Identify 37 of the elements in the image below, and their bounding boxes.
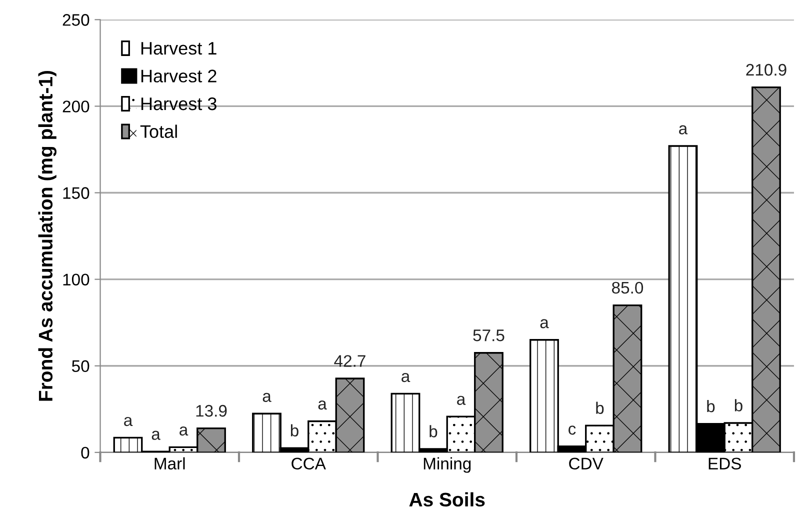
data-label: 57.5: [473, 330, 504, 342]
data-label: 210.9: [746, 64, 786, 76]
y-tick-label: 150: [63, 187, 90, 199]
data-label: b: [707, 400, 715, 412]
legend-label: Total: [140, 124, 177, 138]
data-label: a: [124, 416, 133, 426]
data-label: 42.7: [334, 355, 366, 367]
data-label: a: [262, 392, 272, 402]
y-tick-label: 250: [62, 14, 90, 26]
x-tick-label: CDV: [569, 458, 604, 470]
x-tick-label: Mining: [424, 457, 471, 473]
x-tick-label: Marl: [154, 457, 185, 470]
data-label: a: [540, 319, 549, 328]
data-label: a: [679, 125, 688, 134]
y-tick-label: 50: [72, 360, 90, 372]
data-label: 13.9: [196, 404, 227, 417]
y-tick-label: 0: [81, 446, 90, 459]
legend-label: Harvest 2: [141, 70, 216, 82]
data-label: b: [734, 399, 742, 412]
x-tick-label: CCA: [292, 458, 326, 470]
data-label: a: [457, 396, 466, 405]
y-tick-label: 200: [62, 100, 90, 112]
data-label: a: [152, 430, 160, 440]
data-label: a: [180, 426, 188, 436]
data-label: b: [596, 402, 604, 414]
data-label: b: [430, 425, 438, 438]
data-label: 85.0: [612, 282, 644, 294]
x-tick-label: EDS: [708, 458, 741, 470]
legend-label: Harvest 1: [141, 42, 216, 55]
data-label: a: [402, 372, 410, 382]
data-label: b: [290, 424, 298, 436]
x-axis-title: As Soils: [409, 492, 485, 507]
legend-label: Harvest 3: [141, 97, 216, 110]
data-label: c: [568, 426, 576, 435]
data-label: a: [318, 400, 327, 410]
y-axis-title: Frond As accumulation (mg plant-1): [38, 70, 56, 401]
y-tick-label: 100: [63, 274, 90, 286]
